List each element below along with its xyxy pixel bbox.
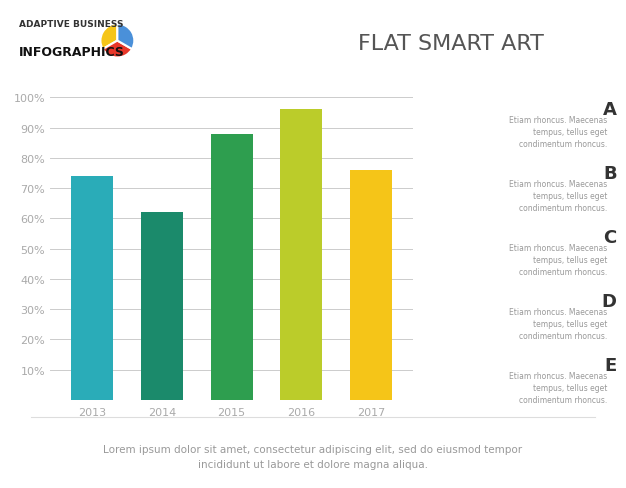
Bar (351, 171, 393, 400)
Text: A: A (603, 101, 617, 119)
Wedge shape (100, 24, 118, 50)
Text: INFOGRAPHICS: INFOGRAPHICS (19, 46, 125, 60)
Bar (211, 134, 252, 400)
Bar (141, 213, 183, 400)
Text: ADAPTIVE BUSINESS: ADAPTIVE BUSINESS (19, 20, 123, 28)
Text: C: C (603, 229, 617, 247)
Text: FLAT SMART ART: FLAT SMART ART (358, 34, 543, 54)
Text: Lorem ipsum dolor sit amet, consectetur adipiscing elit, sed do eiusmod tempor
i: Lorem ipsum dolor sit amet, consectetur … (103, 444, 523, 469)
Wedge shape (118, 24, 135, 50)
Text: Etiam rhoncus. Maecenas
tempus, tellus eget
condimentum rhoncus.: Etiam rhoncus. Maecenas tempus, tellus e… (509, 116, 607, 148)
Bar (280, 110, 322, 400)
Text: Etiam rhoncus. Maecenas
tempus, tellus eget
condimentum rhoncus.: Etiam rhoncus. Maecenas tempus, tellus e… (509, 244, 607, 276)
Text: Etiam rhoncus. Maecenas
tempus, tellus eget
condimentum rhoncus.: Etiam rhoncus. Maecenas tempus, tellus e… (509, 180, 607, 212)
Text: D: D (602, 293, 617, 311)
Text: Etiam rhoncus. Maecenas
tempus, tellus eget
condimentum rhoncus.: Etiam rhoncus. Maecenas tempus, tellus e… (509, 371, 607, 404)
Text: B: B (603, 165, 617, 183)
Wedge shape (103, 41, 132, 59)
Text: Etiam rhoncus. Maecenas
tempus, tellus eget
condimentum rhoncus.: Etiam rhoncus. Maecenas tempus, tellus e… (509, 307, 607, 340)
Text: E: E (604, 357, 617, 375)
Bar (71, 177, 113, 400)
